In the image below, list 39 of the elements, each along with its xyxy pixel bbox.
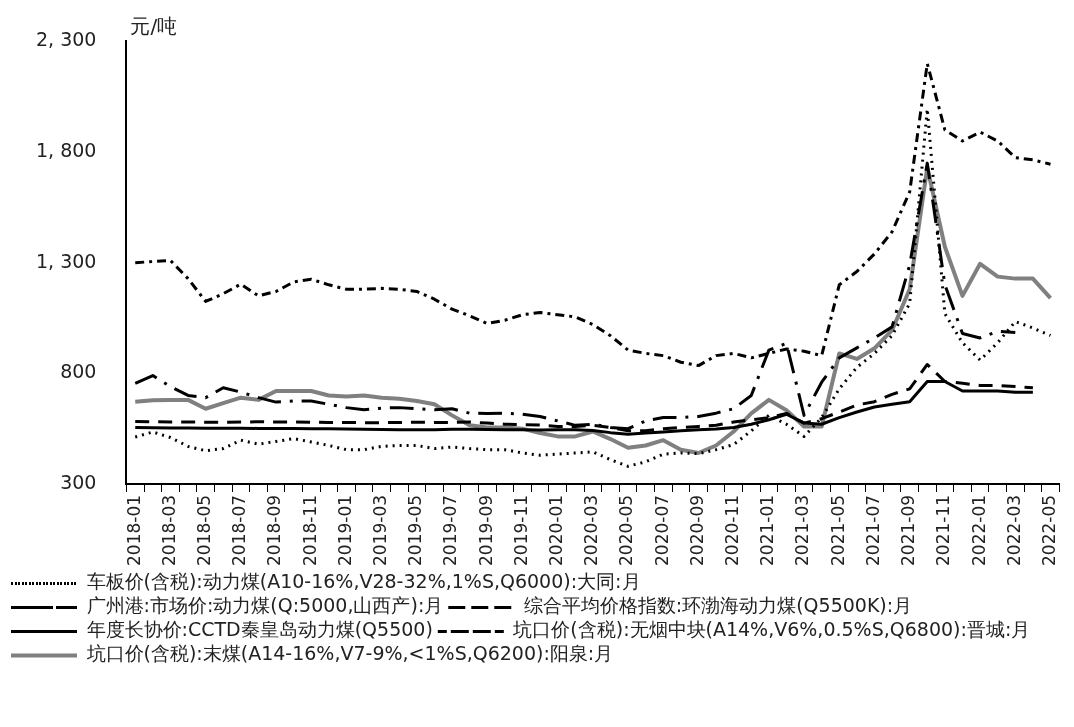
x-tick-label: 2022-03 <box>1003 494 1024 566</box>
y-tick-label: 800 <box>60 360 97 383</box>
legend-label: 坑口价(含税):无烟中块(A14%,V6%,0.5%S,Q6800):晋城:月 <box>512 618 1031 641</box>
x-tick-label: 2021-01 <box>757 494 778 566</box>
x-tick-label: 2021-09 <box>898 494 919 566</box>
x-tick-label: 2018-09 <box>264 494 285 566</box>
y-tick-label: 1, 300 <box>36 249 97 272</box>
x-tick-label: 2019-07 <box>440 494 461 566</box>
x-tick-label: 2019-11 <box>510 494 531 566</box>
y-tick-label: 2, 300 <box>36 28 97 51</box>
x-tick-label: 2020-03 <box>581 494 602 566</box>
x-tick-label: 2020-01 <box>546 494 567 566</box>
x-tick-label: 2020-05 <box>616 494 637 566</box>
x-tick-label: 2019-03 <box>370 494 391 566</box>
x-tick-label: 2018-07 <box>229 494 250 566</box>
x-tick-label: 2021-07 <box>862 494 883 566</box>
legend-label: 车板价(含税):动力煤(A10-16%,V28-32%,1%S,Q6000):大同:月 <box>86 570 641 593</box>
x-tick-label: 2022-01 <box>968 494 989 566</box>
y-tick-label: 1, 800 <box>36 138 97 161</box>
legend-label: 综合平均价格指数:环渤海动力煤(Q5500K):月 <box>523 594 913 617</box>
x-tick-label: 2019-05 <box>405 494 426 566</box>
y-tick-label: 300 <box>60 470 97 493</box>
x-tick-label: 2022-05 <box>1038 494 1059 566</box>
y-axis-title: 元/吨 <box>130 13 178 38</box>
x-tick-label: 2018-03 <box>158 494 179 566</box>
x-tick-label: 2021-03 <box>792 494 813 566</box>
x-tick-label: 2021-11 <box>933 494 954 566</box>
x-tick-label: 2018-01 <box>123 494 144 566</box>
x-tick-label: 2019-09 <box>475 494 496 566</box>
x-tick-label: 2020-11 <box>722 494 743 566</box>
x-tick-label: 2020-07 <box>651 494 672 566</box>
legend-label: 广州港:市场价:动力煤(Q:5000,山西产):月 <box>86 594 444 617</box>
x-tick-label: 2018-05 <box>194 494 215 566</box>
x-tick-label: 2019-01 <box>334 494 355 566</box>
legend-label: 年度长协价:CCTD秦皇岛动力煤(Q5500) <box>86 618 433 641</box>
x-tick-label: 2018-11 <box>299 494 320 566</box>
x-tick-label: 2020-09 <box>686 494 707 566</box>
legend-label: 坑口价(含税):末煤(A14-16%,V7-9%,<1%S,Q6200):阳泉:月 <box>85 642 614 665</box>
x-tick-label: 2021-05 <box>827 494 848 566</box>
